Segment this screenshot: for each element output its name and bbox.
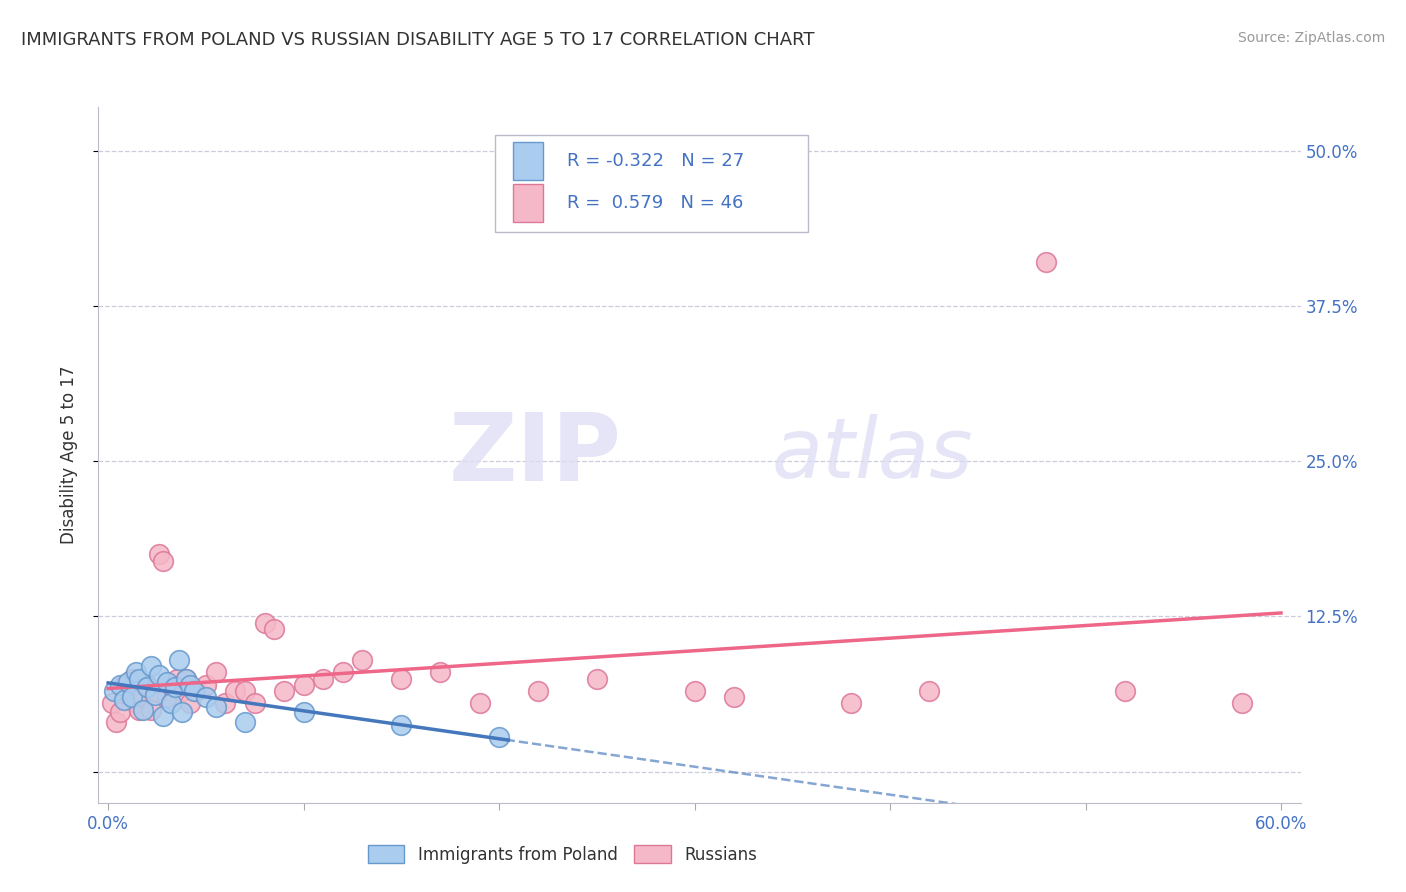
Point <box>148 547 170 561</box>
Point <box>152 708 174 723</box>
Point <box>243 697 266 711</box>
Point <box>839 697 862 711</box>
Point <box>179 678 201 692</box>
Point <box>312 672 335 686</box>
Point <box>148 668 170 682</box>
Y-axis label: Disability Age 5 to 17: Disability Age 5 to 17 <box>59 366 77 544</box>
Point <box>273 684 295 698</box>
Point <box>214 697 236 711</box>
Point <box>683 684 706 698</box>
Point <box>332 665 354 680</box>
Point <box>183 684 205 698</box>
Point <box>194 690 217 705</box>
Point <box>468 697 491 711</box>
Point <box>1230 697 1253 711</box>
Point <box>488 730 510 744</box>
Point <box>586 672 609 686</box>
Point <box>194 678 217 692</box>
Point <box>143 684 166 698</box>
Point <box>156 675 179 690</box>
Point <box>112 692 135 706</box>
Point <box>224 684 246 698</box>
Point <box>179 697 201 711</box>
FancyBboxPatch shape <box>495 135 807 232</box>
Point <box>132 703 155 717</box>
Point <box>159 678 181 692</box>
Point <box>143 688 166 702</box>
Point <box>136 678 159 692</box>
Point <box>292 678 315 692</box>
Point <box>176 672 198 686</box>
Point <box>101 697 124 711</box>
Point <box>204 665 226 680</box>
Point <box>389 672 412 686</box>
Point <box>527 684 550 698</box>
Point <box>233 684 256 698</box>
Point <box>253 615 276 630</box>
Point <box>108 678 131 692</box>
Point <box>159 697 181 711</box>
Point <box>172 705 194 719</box>
Point <box>1035 255 1057 269</box>
Point <box>105 714 128 729</box>
Point <box>1114 684 1136 698</box>
Text: R = -0.322   N = 27: R = -0.322 N = 27 <box>567 152 745 170</box>
Point <box>292 705 315 719</box>
Point <box>389 717 412 731</box>
Point <box>103 684 125 698</box>
Point <box>108 705 131 719</box>
Point <box>429 665 451 680</box>
Text: ZIP: ZIP <box>449 409 621 501</box>
Point <box>124 665 146 680</box>
Point <box>163 680 186 694</box>
Point <box>121 690 143 705</box>
Point <box>172 684 194 698</box>
Point <box>233 714 256 729</box>
Point <box>124 697 146 711</box>
Point <box>204 700 226 714</box>
Point <box>918 684 941 698</box>
Point <box>263 622 285 636</box>
Point <box>117 684 139 698</box>
Text: IMMIGRANTS FROM POLAND VS RUSSIAN DISABILITY AGE 5 TO 17 CORRELATION CHART: IMMIGRANTS FROM POLAND VS RUSSIAN DISABI… <box>21 31 814 49</box>
Point <box>152 553 174 567</box>
Point <box>132 690 155 705</box>
Text: R =  0.579   N = 46: R = 0.579 N = 46 <box>567 194 744 211</box>
Point <box>723 690 745 705</box>
Point <box>141 659 163 673</box>
FancyBboxPatch shape <box>513 184 543 222</box>
Point <box>186 684 208 698</box>
Text: atlas: atlas <box>772 415 973 495</box>
Point <box>121 672 143 686</box>
Text: Source: ZipAtlas.com: Source: ZipAtlas.com <box>1237 31 1385 45</box>
Point <box>141 703 163 717</box>
Point <box>112 678 135 692</box>
Point <box>128 672 150 686</box>
Point <box>352 653 374 667</box>
Point <box>166 672 188 686</box>
Point <box>136 680 159 694</box>
Point <box>117 675 139 690</box>
Legend: Immigrants from Poland, Russians: Immigrants from Poland, Russians <box>361 838 763 871</box>
Point <box>176 672 198 686</box>
Point <box>167 653 190 667</box>
FancyBboxPatch shape <box>513 142 543 180</box>
Point <box>156 690 179 705</box>
Point <box>128 703 150 717</box>
